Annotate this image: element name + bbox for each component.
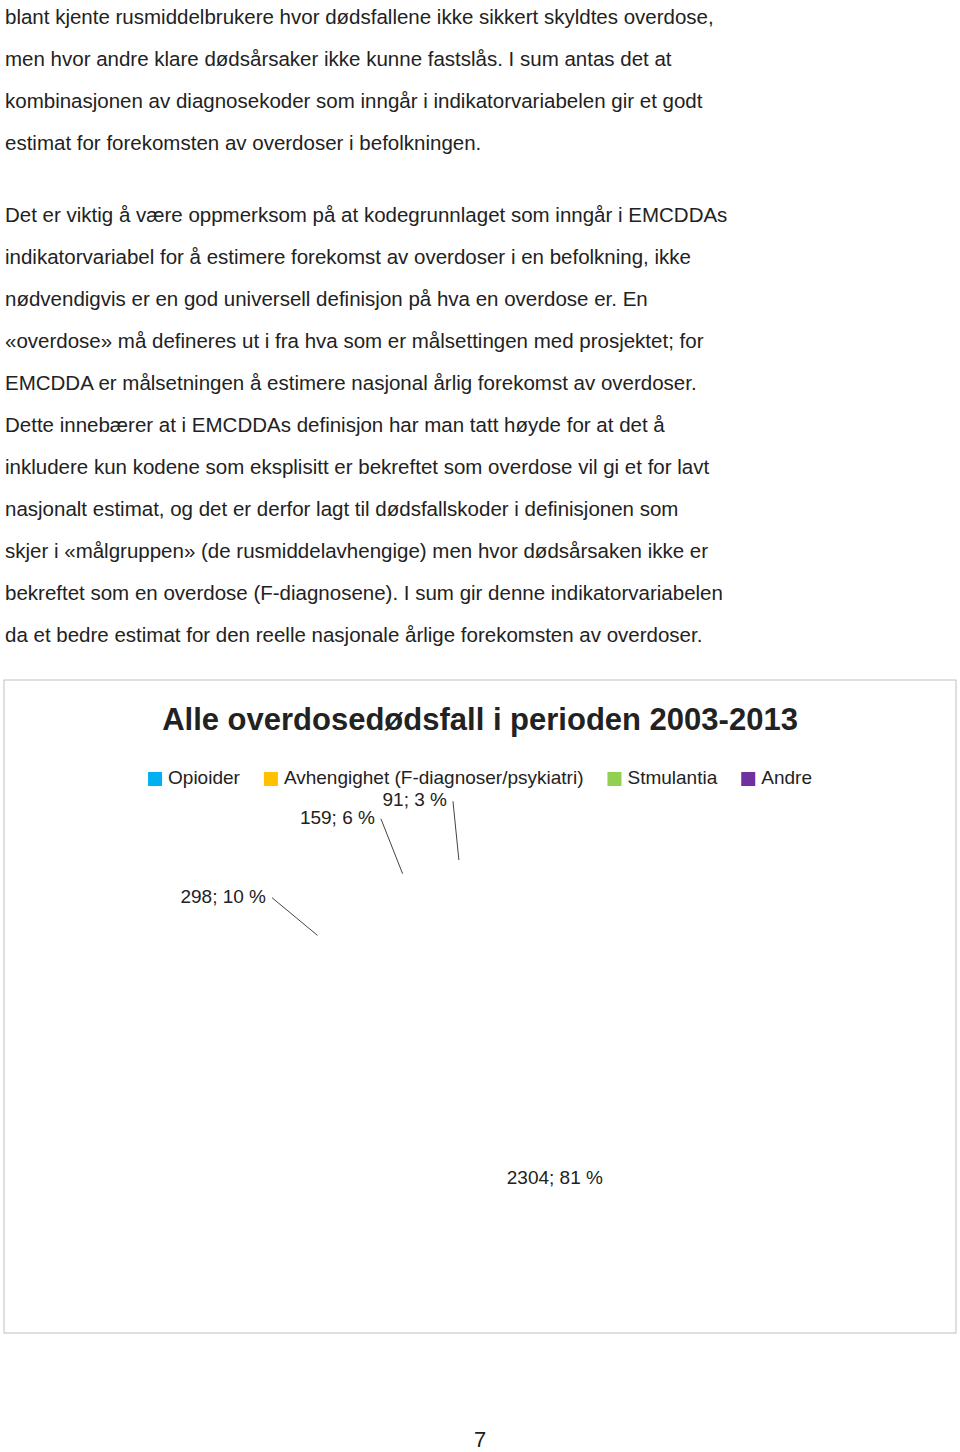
text-line: da et bedre estimat for den reelle nasjo… <box>5 623 702 646</box>
legend-swatch <box>148 772 162 786</box>
legend-item: Andre <box>741 767 812 788</box>
legend-item: Opioider <box>148 767 240 788</box>
text-line: men hvor andre klare dødsårsaker ikke ku… <box>5 47 672 70</box>
text-line: blant kjente rusmiddelbrukere hvor dødsf… <box>5 5 714 28</box>
text-line: estimat for forekomsten av overdoser i b… <box>5 131 481 154</box>
chart-title: Alle overdosedødsfall i perioden 2003-20… <box>162 702 798 737</box>
data-labels: 2304; 81 % 298; 10 % 159; 6 % 91; 3 % <box>180 789 603 1187</box>
page-number: 7 <box>474 1427 486 1452</box>
text-line: Det er viktig å være oppmerksom på at ko… <box>5 203 727 226</box>
text-line: EMCDDA er målsetningen å estimere nasjon… <box>5 371 697 394</box>
text-line: «overdose» må defineres ut i fra hva som… <box>5 329 704 352</box>
text-line: nasjonalt estimat, og det er derfor lagt… <box>5 497 678 520</box>
text-line: indikatorvariabel for å estimere forekom… <box>5 245 691 268</box>
leader-line <box>381 819 403 874</box>
legend-label: Avhengighet (F-diagnoser/psykiatri) <box>284 767 584 788</box>
legend-item: Stmulantia <box>607 767 717 788</box>
legend-label: Andre <box>761 767 812 788</box>
text-line: nødvendigvis er en god universell defini… <box>5 287 648 310</box>
legend-swatch <box>741 772 755 786</box>
legend: Opioider Avhengighet (F-diagnoser/psykiat… <box>148 767 812 788</box>
leader-line <box>453 801 459 860</box>
legend-item: Avhengighet (F-diagnoser/psykiatri) <box>264 767 584 788</box>
text-line: Dette innebærer at i EMCDDAs definisjon … <box>5 413 665 436</box>
legend-swatch <box>264 772 278 786</box>
data-label: 159; 6 % <box>300 807 375 828</box>
data-label: 2304; 81 % <box>507 1167 603 1188</box>
chart-frame <box>4 680 956 1333</box>
chart: Alle overdosedødsfall i perioden 2003-20… <box>4 680 956 1333</box>
paragraph: blant kjente rusmiddelbrukere hvor dødsf… <box>5 5 714 154</box>
text-line: kombinasjonen av diagnosekoder som inngå… <box>5 89 703 112</box>
paragraph: Det er viktig å være oppmerksom på at ko… <box>5 203 727 646</box>
leader-line <box>272 898 317 936</box>
data-label: 298; 10 % <box>180 886 266 907</box>
text-line: skjer i «målgruppen» (de rusmiddelavheng… <box>5 539 708 562</box>
legend-label: Opioider <box>168 767 240 788</box>
text-line: inkludere kun kodene som eksplisitt er b… <box>5 455 709 478</box>
legend-label: Stmulantia <box>627 767 717 788</box>
legend-swatch <box>607 772 621 786</box>
page: blant kjente rusmiddelbrukere hvor dødsf… <box>0 0 960 1452</box>
data-label: 91; 3 % <box>383 789 448 810</box>
text-line: bekreftet som en overdose (F-diagnosene)… <box>5 581 723 604</box>
